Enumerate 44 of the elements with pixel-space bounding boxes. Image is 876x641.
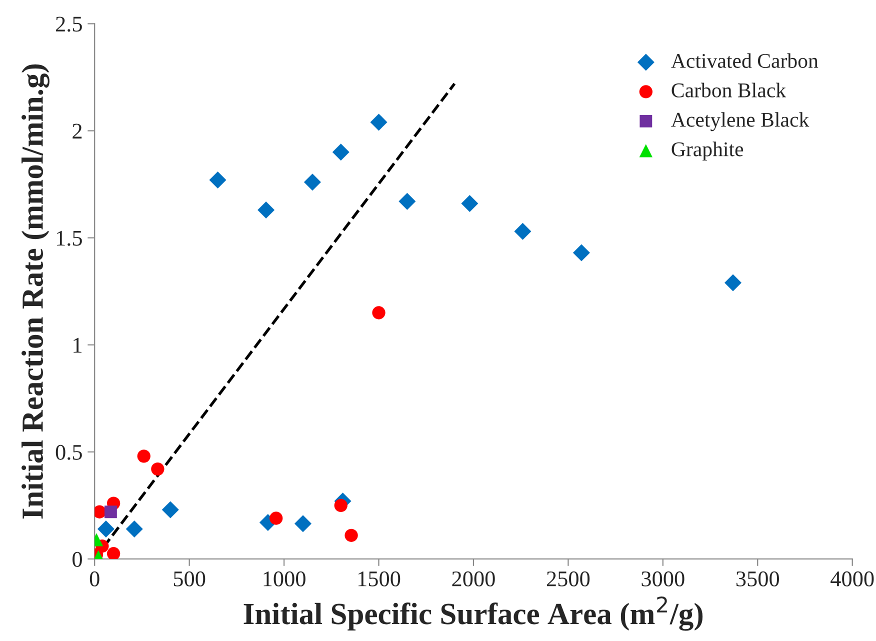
y-tick-label: 2.5 <box>56 16 82 32</box>
legend-label: Acetylene Black <box>671 112 810 132</box>
y-tick-label: 0.5 <box>56 444 82 460</box>
point <box>398 192 416 210</box>
point <box>94 505 106 518</box>
x-axis-title: Initial Specific Surface Area (m$^{2}$/g) <box>244 596 703 631</box>
y-tick-label: 2 <box>72 124 82 138</box>
point <box>162 501 179 518</box>
point <box>258 201 275 218</box>
x-tick-label: 4000 <box>830 571 874 586</box>
point <box>332 144 350 161</box>
point <box>514 222 532 240</box>
point <box>372 306 386 320</box>
legend-label: Activated Carbon <box>671 53 818 68</box>
x-tick-label: 1500 <box>358 571 400 586</box>
x-tick-label: 3000 <box>642 571 684 586</box>
point <box>334 498 348 512</box>
y-axis-title: Initial Reaction Rate (mmol/min.g) <box>22 64 50 519</box>
point <box>137 450 150 463</box>
point <box>106 547 120 559</box>
x-tick-label: 1000 <box>264 571 306 586</box>
point <box>151 462 164 476</box>
x-tick-label: 2000 <box>452 571 495 586</box>
y-tick-label: 1 <box>74 338 82 353</box>
x-tick-label: 2500 <box>546 571 590 586</box>
x-tick-label: 0 <box>90 571 100 586</box>
point <box>270 512 283 525</box>
point <box>724 274 742 292</box>
y-tick-label: 1.5 <box>56 230 82 246</box>
point <box>344 528 358 542</box>
x-tick-label: 500 <box>174 571 206 586</box>
point <box>572 244 590 262</box>
point <box>461 195 478 212</box>
point <box>370 114 388 131</box>
legend-label: Carbon Black <box>672 82 786 98</box>
point <box>126 520 143 538</box>
point <box>304 174 321 191</box>
x-tick-label: 3500 <box>736 571 780 586</box>
legend-label: Graphite <box>672 142 744 161</box>
point <box>209 172 226 189</box>
y-tick-label: 0 <box>72 552 82 567</box>
point <box>104 506 117 518</box>
point <box>97 520 114 538</box>
point <box>294 515 312 532</box>
